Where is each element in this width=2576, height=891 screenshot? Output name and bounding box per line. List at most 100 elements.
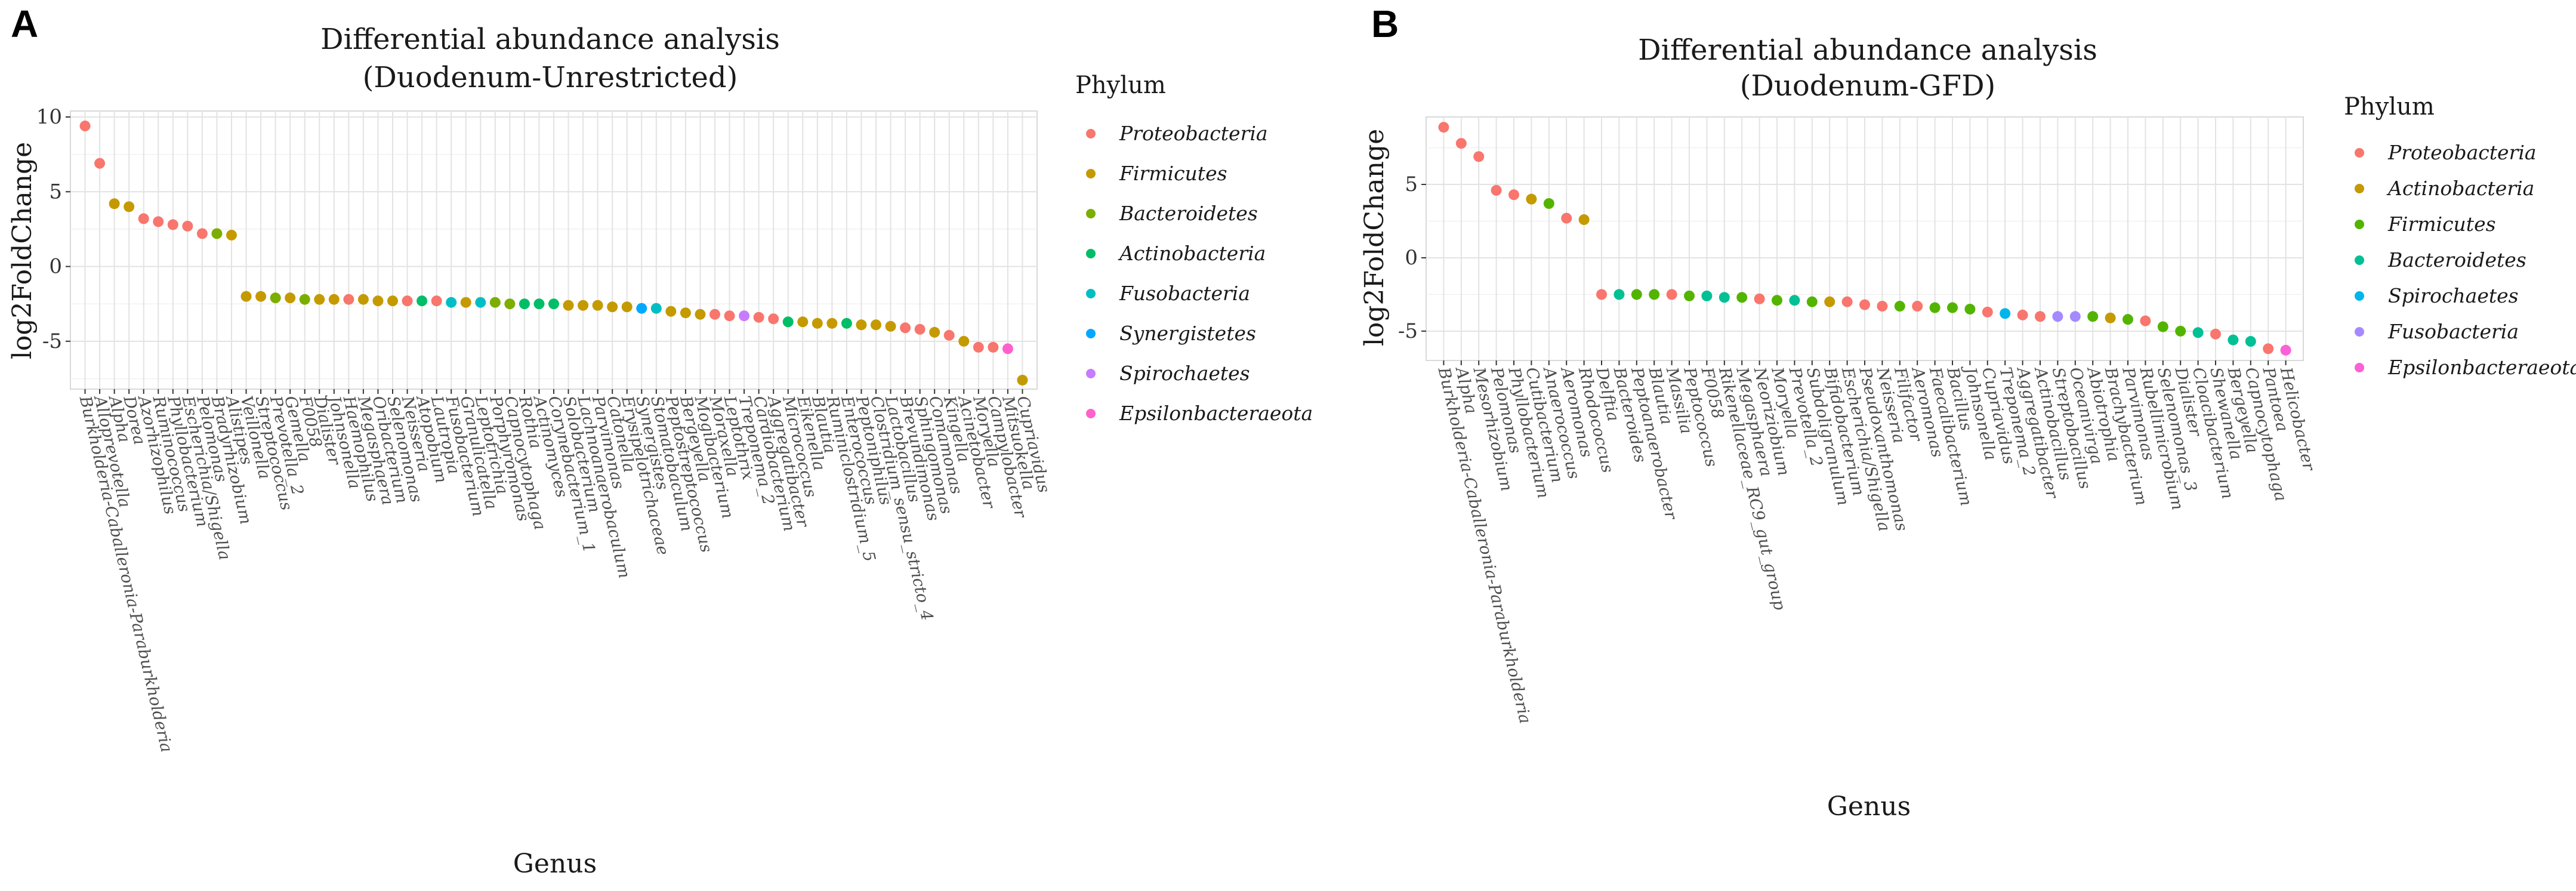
- x-axis-title: Genus: [1827, 791, 1911, 822]
- data-point: [1473, 151, 1485, 162]
- data-point: [1824, 296, 1835, 307]
- data-point: [402, 295, 413, 307]
- legend-label: Proteobacteria: [2387, 141, 2537, 164]
- y-tick-label: 5: [1405, 172, 1418, 196]
- legend-key: [2355, 220, 2364, 229]
- data-point: [768, 313, 779, 325]
- data-point: [914, 323, 925, 335]
- data-point: [1912, 301, 1923, 312]
- data-point: [1438, 122, 1449, 133]
- data-point: [1736, 292, 1748, 303]
- data-point: [2210, 328, 2221, 340]
- data-point: [607, 301, 618, 313]
- data-point: [2087, 311, 2099, 322]
- data-point: [1772, 295, 1782, 306]
- data-point: [357, 294, 369, 305]
- data-point: [196, 228, 208, 239]
- panel-label: B: [1371, 2, 1399, 45]
- data-point: [270, 292, 281, 304]
- data-point: [753, 312, 764, 323]
- data-point: [1614, 289, 1625, 300]
- data-point: [446, 297, 457, 308]
- data-point: [475, 297, 486, 308]
- data-point: [255, 291, 267, 302]
- data-point: [2017, 309, 2028, 320]
- y-axis-title: log2FoldChange: [7, 142, 38, 359]
- data-point: [563, 300, 574, 311]
- data-point: [138, 213, 149, 224]
- data-point: [79, 121, 91, 132]
- data-point: [958, 335, 970, 347]
- data-point: [2000, 308, 2011, 319]
- legend-key: [2355, 291, 2364, 301]
- data-point: [504, 298, 516, 310]
- data-point: [372, 295, 384, 307]
- legend-key: [2355, 255, 2364, 265]
- data-point: [943, 329, 955, 341]
- data-point: [1526, 193, 1537, 205]
- x-axis: Burkholderia-Caballeronia-Paraburkholder…: [1434, 360, 2318, 726]
- data-point: [387, 295, 398, 307]
- data-point: [724, 310, 735, 322]
- panel-label: A: [11, 2, 38, 45]
- legend-label: Bacteroidetes: [1119, 202, 1258, 225]
- data-point: [182, 220, 193, 232]
- data-point: [417, 295, 428, 307]
- data-point: [1666, 289, 1677, 300]
- panel-b: B Differential abundance analysis (Duode…: [1359, 2, 2576, 822]
- data-point: [489, 297, 501, 308]
- legend-label: Firmicutes: [1119, 162, 1227, 185]
- legend: Phylum Proteobacteria Firmicutes Bacteroid…: [1075, 72, 1313, 425]
- data-point: [973, 341, 984, 353]
- y-axis: -5 0 5: [1398, 172, 1426, 343]
- data-point: [650, 303, 662, 314]
- y-tick-label: -5: [1398, 319, 1418, 343]
- legend-label: Spirochaetes: [1119, 362, 1250, 385]
- data-point: [797, 316, 809, 328]
- data-point: [1859, 299, 1870, 310]
- data-point: [2122, 314, 2133, 325]
- data-point: [636, 303, 647, 314]
- legend-title: Phylum: [2344, 93, 2435, 121]
- data-point: [1649, 289, 1660, 300]
- data-point: [2035, 311, 2046, 322]
- data-point: [1578, 214, 1590, 226]
- data-point: [1491, 184, 1502, 196]
- data-point: [1543, 198, 1554, 209]
- data-point: [1754, 293, 1765, 304]
- x-axis-title: Genus: [513, 849, 597, 879]
- chart-title: Differential abundance analysis: [1638, 33, 2097, 67]
- legend-key: [1086, 369, 1096, 378]
- legend-label: Spirochaetes: [2388, 284, 2519, 307]
- legend-key: [1086, 329, 1096, 338]
- data-point: [709, 309, 720, 320]
- data-point: [226, 229, 237, 241]
- data-point: [211, 228, 223, 239]
- data-point: [871, 319, 881, 331]
- data-point: [2228, 334, 2239, 346]
- data-point: [1508, 189, 1519, 201]
- data-point: [826, 317, 838, 329]
- data-point: [2263, 343, 2274, 354]
- data-point: [240, 291, 252, 302]
- data-point: [299, 294, 310, 305]
- data-point: [1701, 290, 1713, 301]
- legend-label: Epsilonbacteraeota: [2387, 356, 2576, 379]
- legend-title: Phylum: [1075, 72, 1166, 99]
- legend-label: Actinobacteria: [2386, 177, 2534, 200]
- legend-key: [1086, 169, 1096, 178]
- legend-label: Bacteroidetes: [2387, 248, 2526, 272]
- data-point: [812, 317, 823, 329]
- legend-key: [1086, 409, 1096, 418]
- x-axis: Burkholderia-Caballeronia-Paraburkholder…: [75, 389, 1053, 754]
- data-point: [2140, 315, 2151, 326]
- data-point: [124, 201, 135, 212]
- legend-key: [2355, 148, 2364, 158]
- data-point: [2175, 325, 2186, 337]
- data-point: [2192, 327, 2204, 338]
- data-point: [2157, 321, 2168, 332]
- data-point: [314, 294, 325, 305]
- legend-key: [2355, 363, 2364, 372]
- data-point: [680, 307, 691, 319]
